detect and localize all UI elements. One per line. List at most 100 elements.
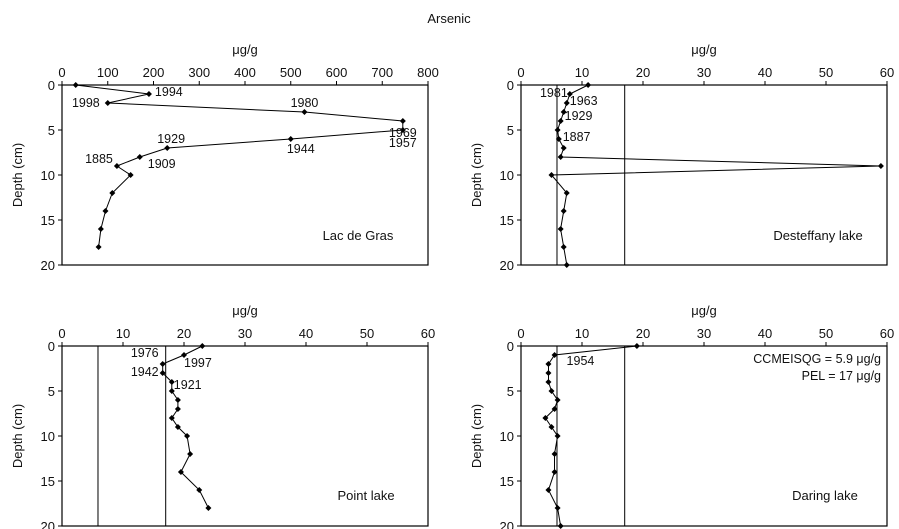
- data-point: [181, 352, 187, 358]
- x-tick-label: 0: [517, 65, 524, 80]
- y-tick-label: 10: [500, 429, 514, 444]
- y-tick-label: 20: [500, 519, 514, 529]
- x-tick-label: 0: [58, 326, 65, 341]
- year-annotation: 1929: [565, 109, 593, 123]
- panel-lac-de-gras: μg/g 0 100 200 300 400 500 600 700 800 0 5 10 15 20 Dep…: [10, 42, 439, 273]
- x-tick-label: 60: [421, 326, 435, 341]
- data-point: [287, 136, 294, 142]
- data-point: [560, 109, 567, 115]
- arsenic-profile-line: [75, 84, 404, 248]
- y-tick-label: 0: [48, 339, 55, 354]
- isqg-legend-text: CCMEISQG = 5.9 μg/g: [753, 352, 881, 366]
- data-point: [545, 379, 552, 385]
- data-point: [399, 118, 406, 124]
- y-tick-label: 15: [41, 213, 55, 228]
- x-tick-label: 50: [360, 326, 374, 341]
- data-point: [551, 451, 558, 457]
- data-point: [555, 136, 562, 142]
- y-tick-label: 5: [48, 123, 55, 138]
- y-axis-title: Depth (cm): [10, 143, 25, 207]
- year-annotation: 1980: [291, 96, 319, 110]
- x-axis-unit-label: μg/g: [691, 42, 717, 57]
- x-tick-label: 30: [697, 326, 711, 341]
- data-point: [557, 118, 564, 124]
- data-point: [174, 406, 181, 412]
- x-tick-label: 50: [819, 65, 833, 80]
- arsenic-profile-line: [162, 345, 209, 509]
- data-point: [301, 109, 308, 115]
- y-tick-label: 15: [500, 474, 514, 489]
- data-point: [554, 397, 561, 403]
- panel-name: Lac de Gras: [323, 228, 394, 243]
- arsenic-profile-line: [550, 84, 881, 266]
- x-tick-label: 20: [636, 65, 650, 80]
- data-point: [548, 172, 555, 178]
- data-point: [174, 424, 181, 430]
- data-point: [159, 370, 166, 376]
- data-point: [177, 469, 184, 475]
- data-point: [199, 343, 206, 349]
- x-tick-label: 100: [97, 65, 119, 80]
- pel-legend-text: PEL = 17 μg/g: [802, 369, 881, 383]
- data-point: [563, 190, 570, 196]
- x-tick-label: 700: [371, 65, 393, 80]
- y-tick-label: 10: [41, 168, 55, 183]
- y-tick-label: 5: [48, 384, 55, 399]
- data-point: [545, 361, 552, 367]
- data-point: [399, 127, 406, 133]
- figure-title: Arsenic: [427, 11, 471, 26]
- year-annotation: 1921: [174, 378, 202, 392]
- data-point: [168, 388, 175, 394]
- x-tick-label: 40: [758, 65, 772, 80]
- y-tick-label: 20: [500, 258, 514, 273]
- data-point: [95, 244, 102, 250]
- data-point: [877, 163, 884, 169]
- data-point: [542, 415, 549, 421]
- y-tick-label: 10: [500, 168, 514, 183]
- y-tick-label: 15: [500, 213, 514, 228]
- x-tick-label: 400: [234, 65, 256, 80]
- data-point: [168, 415, 175, 421]
- data-point: [560, 208, 567, 214]
- x-axis-unit-label: μg/g: [232, 42, 258, 57]
- x-tick-label: 40: [758, 326, 772, 341]
- x-tick-label: 60: [880, 326, 894, 341]
- x-tick-label: 600: [326, 65, 348, 80]
- x-tick-label: 0: [58, 65, 65, 80]
- year-annotation: 1944: [287, 142, 315, 156]
- year-annotation: 1887: [563, 130, 591, 144]
- year-annotation: 1969: [389, 126, 417, 140]
- x-tick-label: 500: [280, 65, 302, 80]
- x-tick-label: 20: [636, 326, 650, 341]
- x-tick-label: 0: [517, 326, 524, 341]
- data-point: [566, 91, 573, 97]
- x-tick-label: 10: [575, 65, 589, 80]
- y-tick-label: 5: [507, 384, 514, 399]
- data-point: [557, 226, 564, 232]
- arsenic-profile-line: [544, 345, 637, 527]
- data-point: [136, 154, 143, 160]
- data-point: [554, 433, 561, 439]
- x-axis-unit-label: μg/g: [691, 303, 717, 318]
- y-tick-label: 0: [507, 339, 514, 354]
- year-annotation: 1981: [540, 86, 568, 100]
- data-point: [551, 469, 558, 475]
- data-point: [184, 433, 191, 439]
- data-point: [557, 154, 564, 160]
- data-point: [159, 361, 166, 367]
- panel-point-lake: μg/g 0 10 20 30 40 50 60 0 5 10 15 20 Depth (cm) 1976 1…: [10, 303, 435, 529]
- x-tick-label: 30: [238, 326, 252, 341]
- x-tick-label: 60: [880, 65, 894, 80]
- data-point: [563, 100, 570, 106]
- data-point: [187, 451, 194, 457]
- y-tick-label: 10: [41, 429, 55, 444]
- data-point: [545, 370, 552, 376]
- year-annotation: 1942: [131, 365, 159, 379]
- data-point: [102, 208, 109, 214]
- year-annotation: 1885: [85, 152, 113, 166]
- data-point: [113, 163, 120, 169]
- data-point: [109, 190, 116, 196]
- year-annotation: 1998: [72, 96, 100, 110]
